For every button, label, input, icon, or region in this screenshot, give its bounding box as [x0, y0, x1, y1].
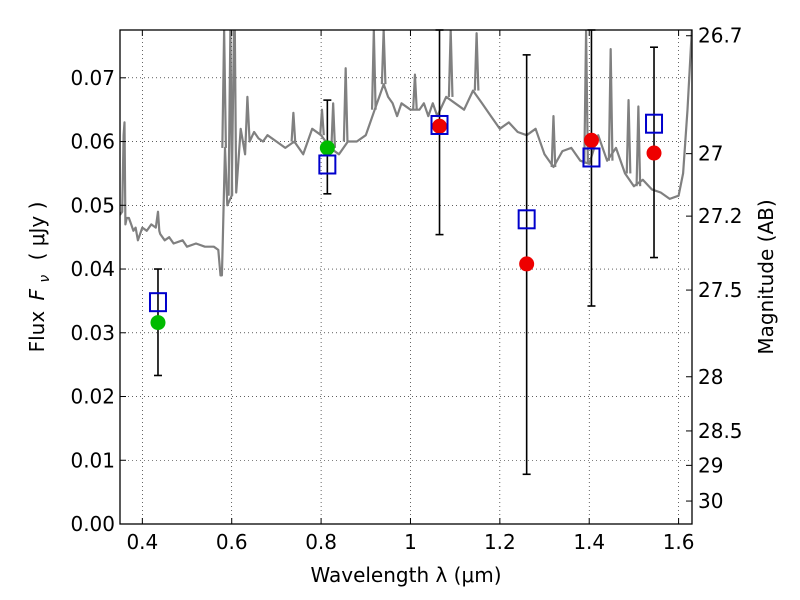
x-tick-label: 0.4 [126, 530, 158, 554]
filled-circle-marker [432, 118, 448, 134]
spectrum-spike [221, 30, 228, 148]
spectrum-spike [319, 108, 325, 136]
x-tick-label: 0.8 [305, 530, 337, 554]
spectrum-spike [412, 73, 418, 110]
grid [120, 30, 692, 525]
spectrum-spike [625, 99, 632, 174]
filled-circle-marker [150, 315, 166, 331]
right-tick-label: 26.7 [698, 24, 743, 48]
x-tick-label: 1.4 [573, 530, 605, 554]
x-tick-label: 0.6 [216, 530, 248, 554]
x-tick-label: 1 [404, 530, 417, 554]
spectrum-spike [330, 102, 337, 148]
y-axis-label-subscript: ν [37, 275, 53, 283]
open-square-marker [517, 209, 536, 230]
y-tick-label: 0.00 [70, 512, 115, 536]
x-axis-label: Wavelength λ (μm) [310, 563, 501, 587]
right-axis-label: Magnitude (AB) [754, 199, 778, 354]
data-points [148, 29, 664, 476]
plot-frame [119, 29, 693, 525]
plot-area [120, 29, 692, 476]
spectrum-spike [342, 67, 349, 142]
y-axis-label-prefix: Flux [25, 304, 49, 352]
spectrum-line [120, 30, 692, 277]
y-tick-label: 0.06 [70, 130, 115, 154]
spectrum-spike [607, 48, 614, 161]
open-square-marker [148, 292, 167, 313]
filled-circle-marker [319, 140, 335, 156]
spectrum-spike [583, 30, 589, 164]
open-square-marker [645, 113, 664, 134]
y-tick-label: 0.01 [70, 448, 115, 472]
filled-circle-marker [519, 256, 535, 272]
y-tick-label: 0.07 [70, 66, 115, 90]
spectrum-spike [290, 111, 297, 142]
spectrum-spike [635, 105, 642, 187]
filled-circle-marker [646, 145, 662, 161]
spectrum-spike [473, 32, 480, 91]
y-tick-label: 0.05 [70, 193, 115, 217]
right-tick-label: 29 [698, 453, 723, 477]
open-square-marker [430, 114, 449, 135]
right-tick-label: 27.5 [698, 278, 743, 302]
filled-circle-marker [583, 132, 599, 148]
spectrum-spike [380, 30, 387, 85]
spectrum-spike [550, 114, 557, 168]
y-tick-label: 0.03 [70, 321, 115, 345]
x-tick-label: 1.6 [663, 530, 695, 554]
open-square-marker [582, 147, 601, 168]
y-axis-label-suffix: ( μJy ) [25, 202, 49, 261]
ticks: 0.4 0.6 0.8 1 1.2 1.4 1.6 0.00 0.01 0.02 0.03 0.04 0… [70, 24, 742, 554]
y-axis-label-symbol: F [25, 288, 49, 300]
open-square-marker [318, 154, 337, 175]
spectrum-spike [227, 30, 234, 196]
y-tick-label: 0.02 [70, 385, 115, 409]
right-tick-label: 30 [698, 489, 723, 513]
right-tick-label: 28 [698, 365, 723, 389]
x-tick-label: 1.2 [484, 530, 516, 554]
right-tick-label: 28.5 [698, 419, 743, 443]
right-tick-label: 27 [698, 142, 723, 166]
spectrum-spike [447, 30, 454, 97]
y-tick-label: 0.04 [70, 257, 115, 281]
y-axis-label: Flux F ν ( μJy ) [25, 202, 54, 353]
spectrum-spike [370, 30, 377, 110]
right-tick-label: 27.2 [698, 204, 743, 228]
spectrum [120, 30, 692, 277]
